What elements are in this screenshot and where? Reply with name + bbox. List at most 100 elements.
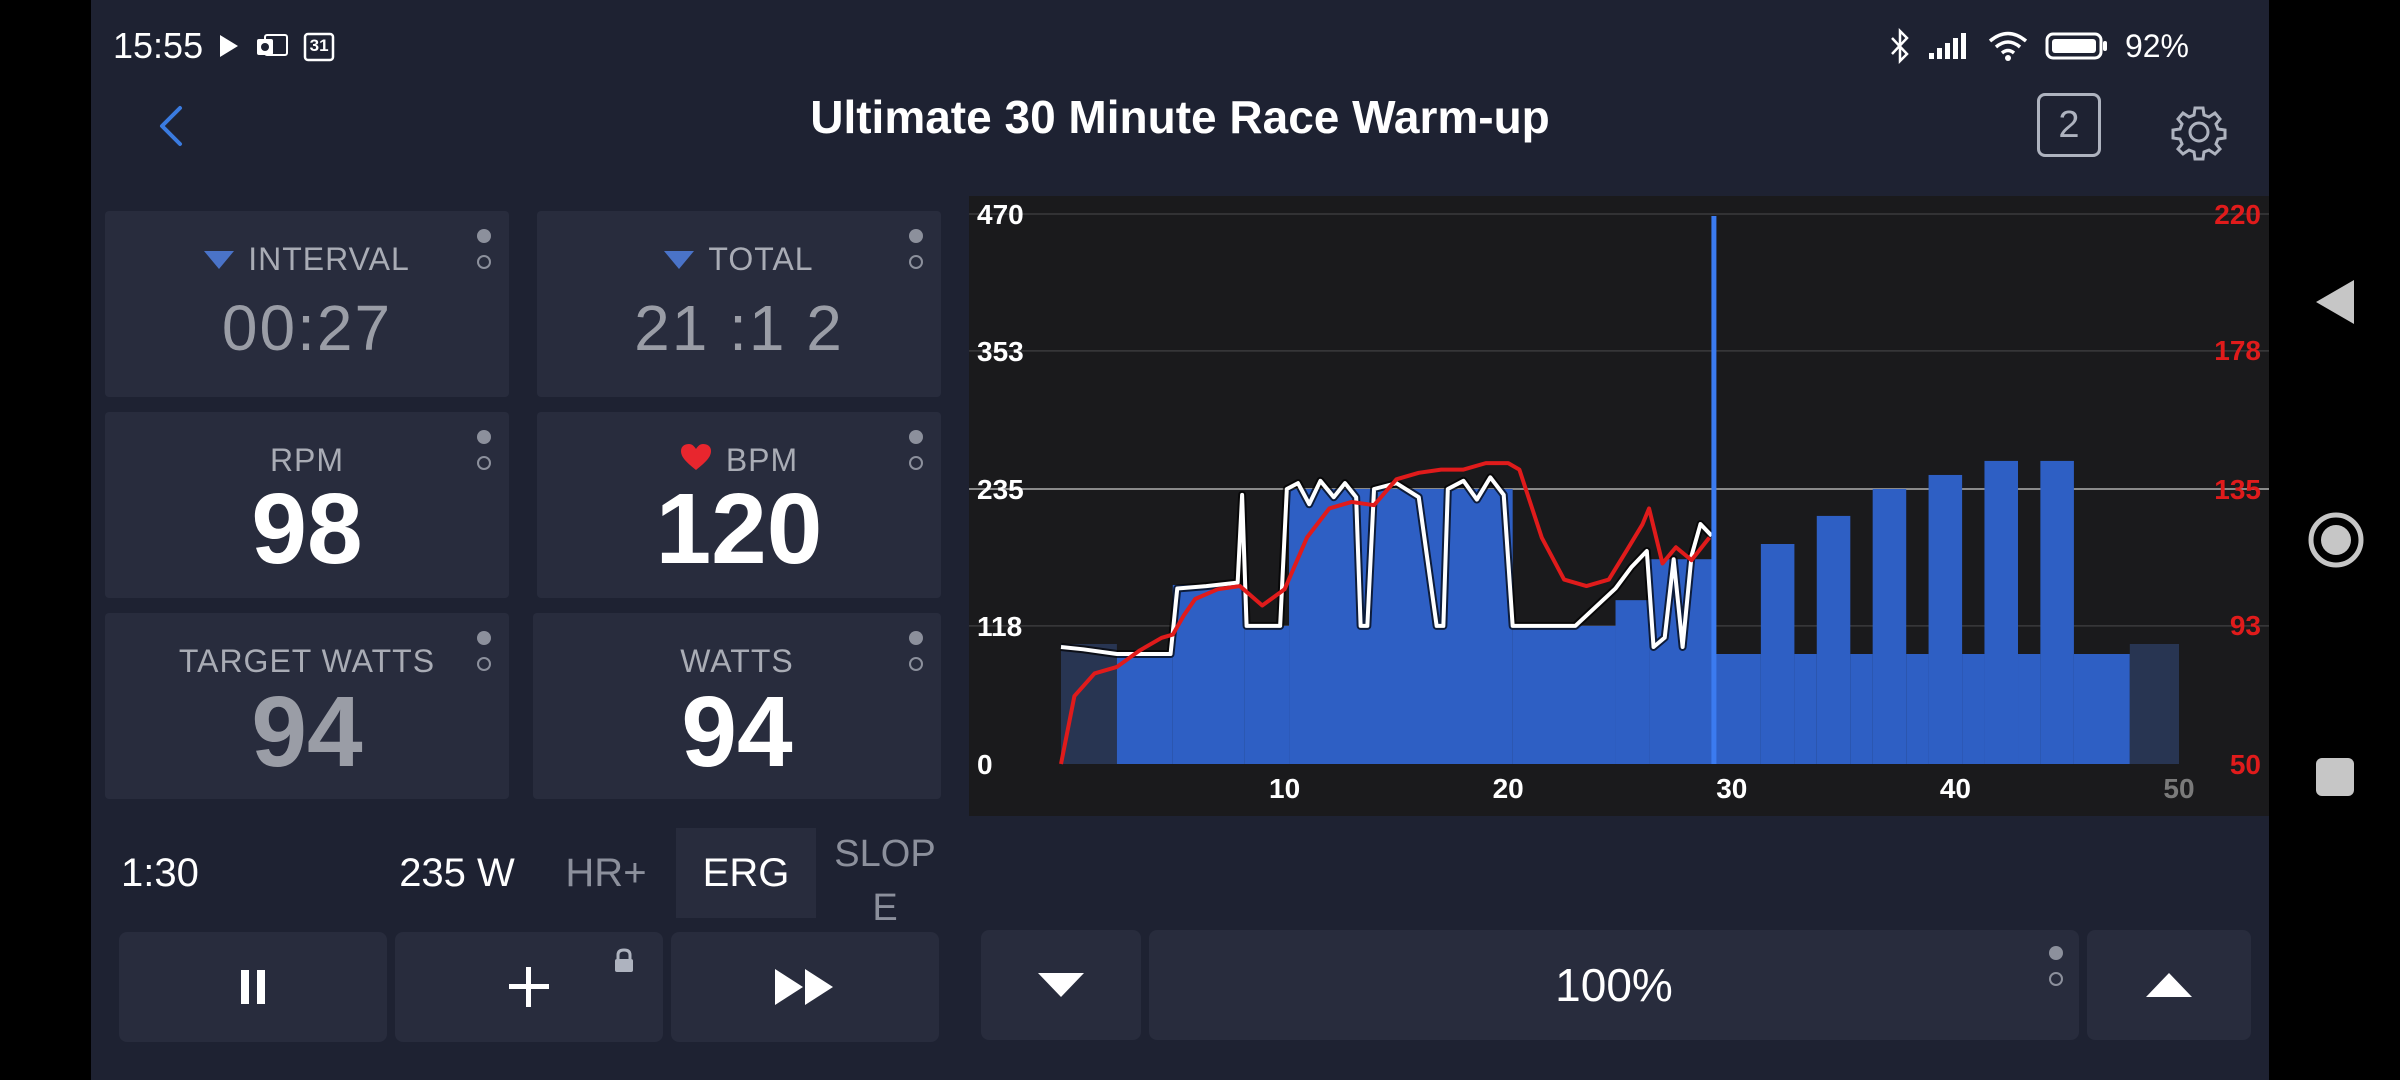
target-watts-value: 94 <box>251 676 363 788</box>
left-axis-label: 353 <box>977 336 1024 367</box>
window-count: 2 <box>2058 103 2080 146</box>
target-power-bar <box>2040 460 2074 764</box>
x-tick-label: 30 <box>1716 773 1747 804</box>
home-circle-icon <box>2308 512 2364 568</box>
tile-menu-icon[interactable] <box>907 629 925 675</box>
target-watts-tile[interactable]: TARGET WATTS 94 <box>105 613 509 799</box>
bluetooth-icon <box>1889 28 1911 64</box>
add-button[interactable] <box>395 932 663 1042</box>
target-power-bar <box>1906 654 1929 764</box>
bpm-value: 120 <box>655 473 823 585</box>
target-power-bar <box>1713 654 1761 764</box>
left-axis-label: 470 <box>977 199 1024 230</box>
battery-icon <box>2045 31 2109 61</box>
erg-mode-button[interactable]: ERG <box>676 828 816 918</box>
recents-square-icon <box>2316 758 2354 796</box>
back-button[interactable] <box>141 96 201 156</box>
x-tick-label: 50 <box>2163 773 2194 804</box>
target-power-bar <box>1172 584 1245 764</box>
rpm-value: 98 <box>251 473 363 585</box>
target-power-bar <box>1962 654 1985 764</box>
interval-label: INTERVAL <box>248 241 410 277</box>
fast-forward-icon <box>775 969 833 1005</box>
bpm-tile[interactable]: BPM 120 <box>537 412 941 598</box>
workout-chart: 10 20 30 40 50 0 118 235 353 470 50 93 135 178 220 <box>969 196 2269 816</box>
watts-tile[interactable]: WATTS 94 <box>533 613 941 799</box>
rpm-tile[interactable]: RPM 98 <box>105 412 509 598</box>
right-axis-label: 50 <box>2230 749 2261 780</box>
skip-forward-button[interactable] <box>671 932 939 1042</box>
interval-value: 00:27 <box>221 292 393 364</box>
target-power-bar <box>1850 654 1873 764</box>
tile-menu-icon[interactable] <box>475 227 493 273</box>
play-store-icon <box>217 33 241 59</box>
pause-button[interactable] <box>119 932 387 1042</box>
target-power-bar <box>1872 489 1907 764</box>
total-value: 21 :1 2 <box>634 292 844 364</box>
target-power-bar <box>2073 654 2130 764</box>
calendar-day: 31 <box>309 36 329 55</box>
target-power-bar <box>1649 559 1714 764</box>
window-count-button[interactable]: 2 <box>2037 93 2101 157</box>
target-power-bar <box>1615 600 1650 764</box>
x-tick-label: 20 <box>1493 773 1524 804</box>
triangle-down-icon <box>204 250 235 269</box>
android-recents-button[interactable] <box>2314 756 2356 798</box>
x-tick-label: 40 <box>1940 773 1971 804</box>
tile-menu-icon[interactable] <box>475 428 493 474</box>
right-axis-label: 178 <box>2214 335 2261 366</box>
gear-icon <box>2171 106 2227 161</box>
tile-menu-icon[interactable] <box>907 227 925 273</box>
triangle-up-icon <box>2146 973 2192 997</box>
target-power-bar <box>1984 460 2019 764</box>
intensity-display[interactable]: 100% <box>1149 930 2079 1040</box>
android-home-button[interactable] <box>2306 510 2366 570</box>
settings-button[interactable] <box>2169 102 2229 162</box>
right-axis-label: 220 <box>2214 199 2261 230</box>
triangle-down-icon <box>1038 973 1084 997</box>
target-power-bar <box>1760 544 1795 764</box>
left-axis-label: 235 <box>977 474 1024 505</box>
status-time: 15:55 <box>113 25 204 66</box>
interval-tile[interactable]: INTERVAL 00:27 <box>105 211 509 397</box>
left-axis-label: 118 <box>977 611 1022 642</box>
target-power-bar <box>1061 644 1117 764</box>
left-axis-label: 0 <box>977 749 993 780</box>
increase-intensity-button[interactable] <box>2087 930 2251 1040</box>
decrease-intensity-button[interactable] <box>981 930 1141 1040</box>
app-screen: 15:55 31 92% Ultimate 30 Minute Race War… <box>91 0 2269 1080</box>
slope-mode-button[interactable]: SLOP E <box>834 833 936 929</box>
watts-label: WATTS <box>680 643 794 679</box>
target-power-bar <box>1928 474 1963 764</box>
android-back-button[interactable] <box>2312 278 2360 326</box>
signal-icon <box>1927 31 1971 61</box>
workout-title: Ultimate 30 Minute Race Warm-up <box>810 91 1550 143</box>
calendar-icon: 31 <box>303 30 335 62</box>
target-power-bar <box>1816 515 1851 764</box>
tile-menu-icon[interactable] <box>907 428 925 474</box>
power-line <box>1060 475 1714 656</box>
plus-icon <box>509 967 549 1007</box>
target-power-bar <box>2018 654 2041 764</box>
heart-icon <box>680 442 712 479</box>
target-watts-label: TARGET WATTS <box>178 643 436 679</box>
triangle-down-icon <box>664 250 695 269</box>
x-tick-label: 10 <box>1269 773 1300 804</box>
interval-duration[interactable]: 1:30 <box>121 850 199 895</box>
total-tile[interactable]: TOTAL 21 :1 2 <box>537 211 941 397</box>
outlook-icon <box>255 31 289 61</box>
battery-percent: 92% <box>2124 27 2189 64</box>
intensity-menu-icon[interactable] <box>2047 944 2065 990</box>
target-power[interactable]: 235 W <box>399 850 515 895</box>
target-power-bar <box>1512 625 1616 764</box>
back-triangle-icon <box>2316 280 2354 324</box>
status-bar-left: 15:55 31 <box>113 22 335 70</box>
target-power-bar <box>1116 654 1173 764</box>
total-label: TOTAL <box>708 241 814 277</box>
tile-menu-icon[interactable] <box>475 629 493 675</box>
target-power-bar <box>1244 625 1290 764</box>
target-power-bar <box>1794 654 1817 764</box>
rpm-label: RPM <box>269 442 345 478</box>
hr-plus-mode-button[interactable]: HR+ <box>565 850 647 895</box>
target-power-bar <box>2129 644 2179 764</box>
